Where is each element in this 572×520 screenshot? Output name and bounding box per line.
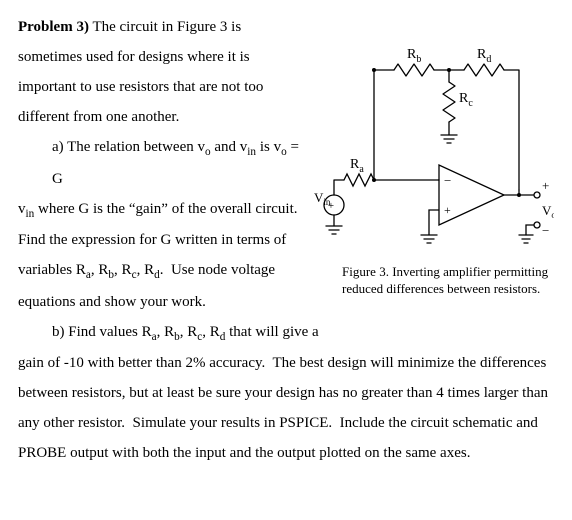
opamp-plus: +	[444, 203, 451, 217]
label-vo: Vo	[542, 203, 554, 220]
label-ra: Ra	[350, 157, 364, 175]
vo-plus: +	[542, 178, 549, 193]
part-a-text: The relation between vo and vin is vo = …	[52, 139, 299, 187]
part-a-cont: vin where G is the “gain” of the overall…	[18, 201, 298, 310]
opamp-minus: −	[444, 173, 451, 188]
figure-container: Rb Rd Rc Ra Vin + + Vo − − + Figure 3. I…	[314, 40, 554, 298]
label-rc: Rc	[459, 91, 473, 109]
label-rb: Rb	[407, 47, 421, 65]
figure-caption: Figure 3. Inverting amplifier permitting…	[314, 264, 554, 298]
circuit-diagram: Rb Rd Rc Ra Vin + + Vo − − +	[314, 40, 554, 260]
part-b-label: b)	[52, 324, 68, 340]
vo-minus: −	[542, 223, 549, 238]
part-b-text: Find values Ra, Rb, Rc, Rd that will giv…	[68, 324, 318, 340]
problem-label: Problem 3)	[18, 19, 89, 35]
part-b-cont: gain of -10 with better than 2% accuracy…	[18, 355, 548, 461]
part-a-label: a)	[52, 139, 67, 155]
label-rd: Rd	[477, 47, 491, 65]
vin-plus: +	[328, 200, 334, 212]
